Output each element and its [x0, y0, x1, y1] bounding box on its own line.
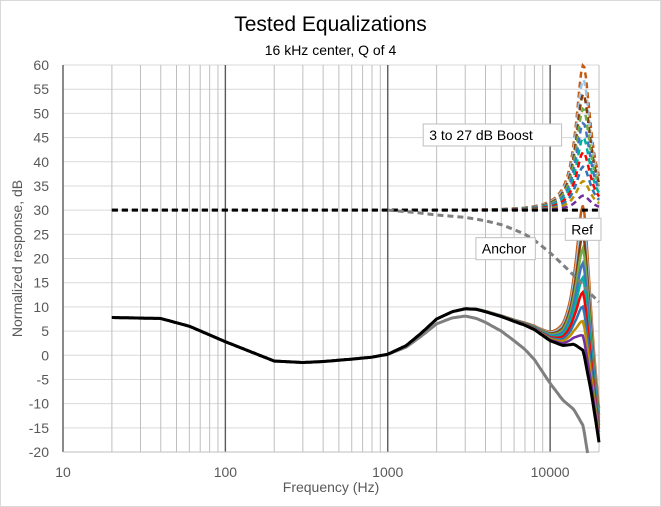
y-tick-label: 45 [33, 130, 49, 146]
y-tick-label: -5 [37, 371, 50, 387]
chart-title: Tested Equalizations [234, 13, 427, 36]
y-tick-label: -20 [29, 444, 49, 460]
y-tick-label: 10 [33, 299, 49, 315]
y-tick-label: -15 [29, 420, 49, 436]
y-tick-label: 25 [33, 226, 49, 242]
measured-line-0 [111, 307, 601, 443]
annotation-label: Anchor [482, 241, 527, 257]
y-tick-label: 15 [33, 275, 49, 291]
x-tick-label: 1000 [372, 464, 403, 480]
x-axis-title: Frequency (Hz) [283, 479, 379, 495]
anchor-target-line [387, 208, 600, 303]
y-tick-label: 20 [33, 251, 49, 267]
x-tick-label: 100 [214, 464, 238, 480]
x-tick-label: 10 [55, 464, 71, 480]
y-tick-label: 60 [33, 57, 49, 73]
y-axis-title: Normalized response, dB [9, 180, 25, 337]
annotation-box [564, 217, 602, 241]
y-tick-label: 55 [33, 81, 49, 97]
annotation-box [475, 237, 536, 261]
y-tick-label: 35 [33, 178, 49, 194]
y-tick-label: 30 [33, 202, 49, 218]
y-tick-label: 5 [41, 323, 49, 339]
y-tick-label: 40 [33, 154, 49, 170]
y-tick-label: 0 [41, 347, 49, 363]
annotation-label: Ref [571, 221, 593, 237]
annotation-box [422, 123, 563, 147]
y-tick-label: 50 [33, 105, 49, 121]
x-tick-label: 10000 [531, 464, 570, 480]
chart-subtitle: 16 kHz center, Q of 4 [264, 42, 397, 58]
annotation-label: 3 to 27 dB Boost [429, 127, 533, 143]
y-tick-label: -10 [29, 396, 49, 412]
